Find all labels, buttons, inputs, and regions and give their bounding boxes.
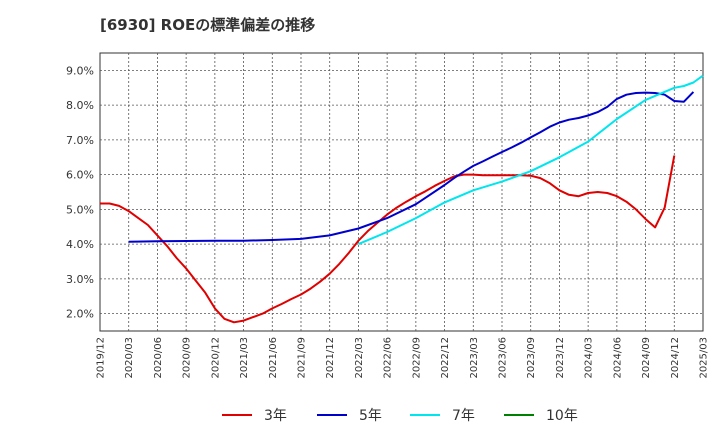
x-tick-label: 2020/03 bbox=[124, 337, 135, 379]
x-tick-label: 2024/06 bbox=[612, 337, 623, 379]
x-tick-label: 2023/06 bbox=[498, 337, 509, 379]
y-tick-label: 6.0% bbox=[66, 169, 94, 182]
legend-label-4: 10年 bbox=[546, 408, 578, 424]
plot-area bbox=[99, 52, 704, 332]
x-tick-label: 2021/12 bbox=[325, 337, 336, 379]
x-tick-label: 2022/06 bbox=[383, 337, 394, 379]
series-line-1 bbox=[100, 155, 676, 324]
y-tick-label: 3.0% bbox=[66, 273, 94, 286]
x-tick-label: 2024/09 bbox=[641, 337, 652, 379]
x-tick-label: 2021/03 bbox=[239, 337, 250, 379]
x-tick-label: 2023/03 bbox=[469, 337, 480, 379]
x-tick-label: 2021/09 bbox=[297, 337, 308, 379]
x-tick-label: 2021/06 bbox=[268, 337, 279, 379]
x-tick-label: 2023/12 bbox=[555, 337, 566, 379]
legend-label-1: 3年 bbox=[264, 408, 287, 424]
legend-label-3: 7年 bbox=[452, 408, 475, 424]
x-tick-label: 2024/03 bbox=[584, 337, 595, 379]
x-tick-label: 2020/09 bbox=[182, 337, 193, 379]
series-line-2 bbox=[128, 91, 695, 243]
x-tick-label: 2025/03 bbox=[699, 337, 710, 379]
y-tick-label: 5.0% bbox=[66, 203, 94, 216]
y-tick-label: 2.0% bbox=[66, 308, 94, 321]
chart-title: [6930] ROEの標準偏差の推移 bbox=[100, 16, 316, 34]
y-tick-label: 9.0% bbox=[66, 64, 94, 77]
y-tick-label: 7.0% bbox=[66, 134, 94, 147]
x-tick-label: 2024/12 bbox=[670, 337, 681, 379]
x-tick-label: 2022/09 bbox=[411, 337, 422, 379]
y-tick-label: 4.0% bbox=[66, 238, 94, 251]
x-tick-label: 2022/03 bbox=[354, 337, 365, 379]
x-tick-label: 2023/09 bbox=[526, 337, 537, 379]
legend-label-2: 5年 bbox=[359, 408, 382, 424]
x-tick-label: 2022/12 bbox=[440, 337, 451, 379]
x-tick-label: 2019/12 bbox=[96, 337, 107, 379]
y-tick-label: 8.0% bbox=[66, 99, 94, 112]
x-tick-label: 2020/12 bbox=[210, 337, 221, 379]
series-line-3 bbox=[358, 74, 704, 246]
x-tick-label: 2020/06 bbox=[153, 337, 164, 379]
